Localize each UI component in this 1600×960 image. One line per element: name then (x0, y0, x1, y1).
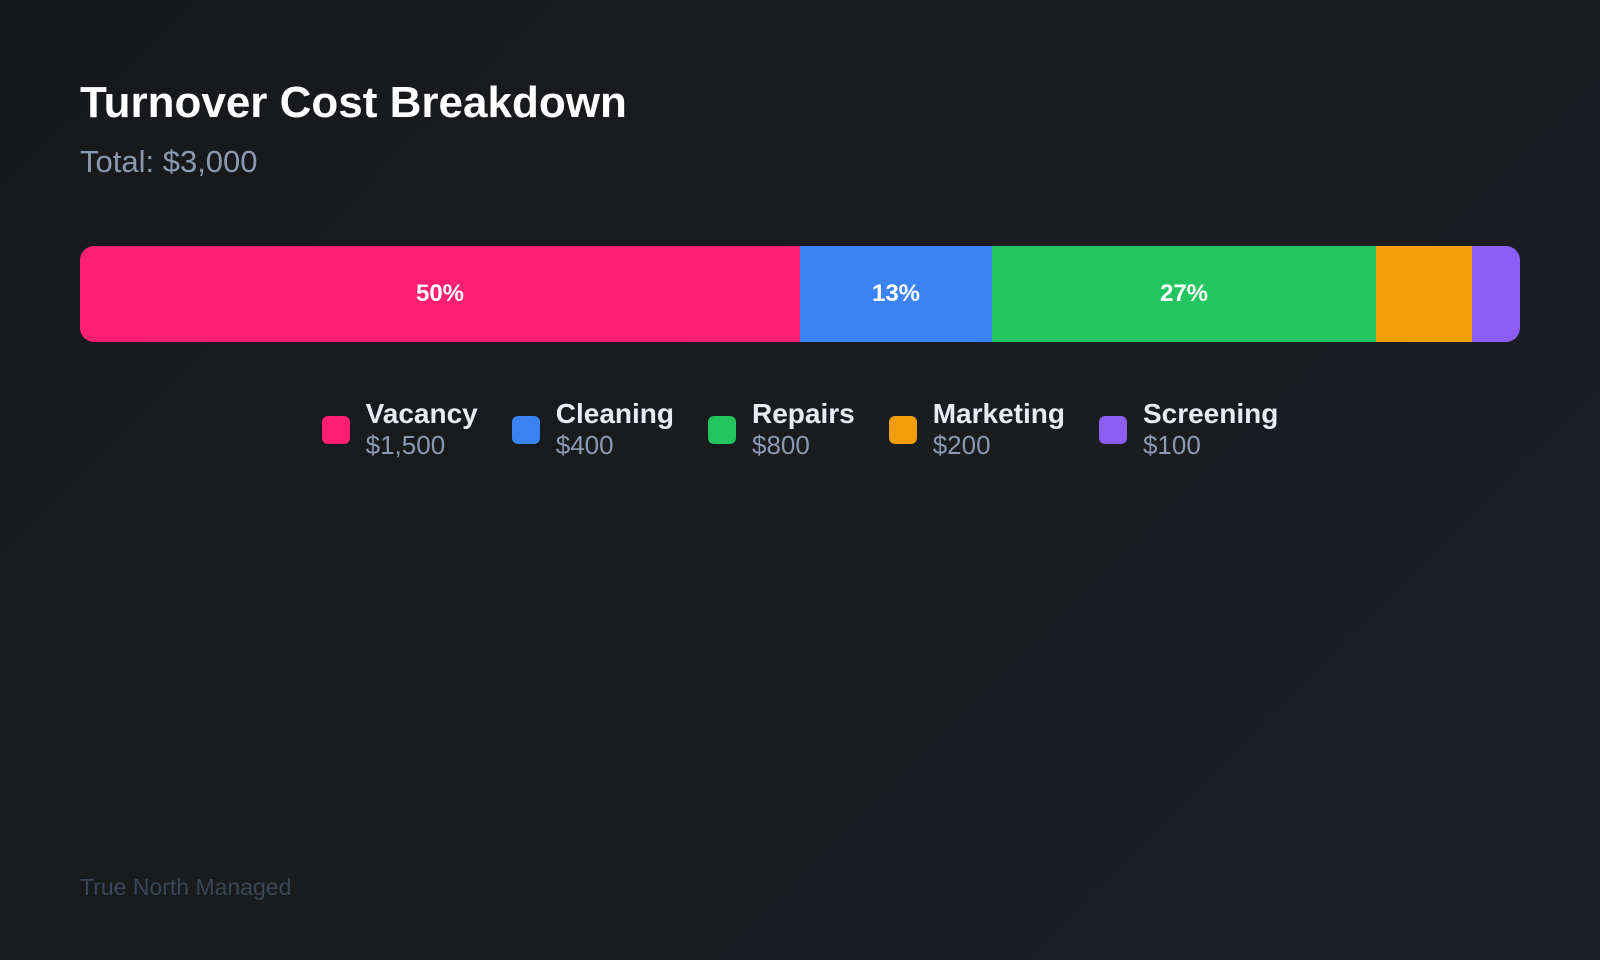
legend-value: $100 (1142, 430, 1201, 460)
bar-segment-marketing (1376, 246, 1472, 342)
legend-item-marketing: Marketing $200 (888, 398, 1065, 460)
segment-percent-label: 27% (1159, 280, 1209, 307)
bar-segment-screening (1472, 246, 1520, 342)
legend-swatch (511, 416, 540, 444)
legend-item-vacancy: Vacancy $1,500 (321, 398, 478, 460)
legend-value: $800 (751, 430, 810, 460)
bar-segment-repairs: 27% (992, 246, 1376, 342)
legend-value: $400 (555, 430, 614, 460)
legend-label: Screening (1142, 398, 1279, 429)
legend: Vacancy $1,500 Cleaning $400 Repairs $800 Mark… (0, 398, 1600, 460)
bar-segment-vacancy: 50% (80, 246, 800, 342)
legend-value: $200 (932, 430, 991, 460)
footer-brand: True North Managed (80, 874, 292, 900)
legend-label: Vacancy (365, 398, 478, 429)
legend-swatch (321, 416, 350, 444)
legend-swatch (707, 416, 736, 444)
legend-value: $1,500 (365, 430, 446, 460)
legend-label: Marketing (932, 398, 1065, 429)
segment-percent-label: 50% (415, 280, 465, 307)
legend-swatch (1098, 416, 1127, 444)
stacked-bar: 50% 13% 27% (80, 246, 1520, 342)
chart-title: Turnover Cost Breakdown (80, 78, 627, 127)
chart-subtitle-total: Total: $3,000 (80, 144, 258, 179)
bar-segment-cleaning: 13% (800, 246, 992, 342)
legend-item-screening: Screening $100 (1098, 398, 1279, 460)
legend-swatch (888, 416, 917, 444)
legend-label: Cleaning (555, 398, 674, 429)
legend-item-repairs: Repairs $800 (707, 398, 855, 460)
legend-label: Repairs (751, 398, 855, 429)
segment-percent-label: 13% (871, 280, 921, 307)
legend-item-cleaning: Cleaning $400 (511, 398, 674, 460)
